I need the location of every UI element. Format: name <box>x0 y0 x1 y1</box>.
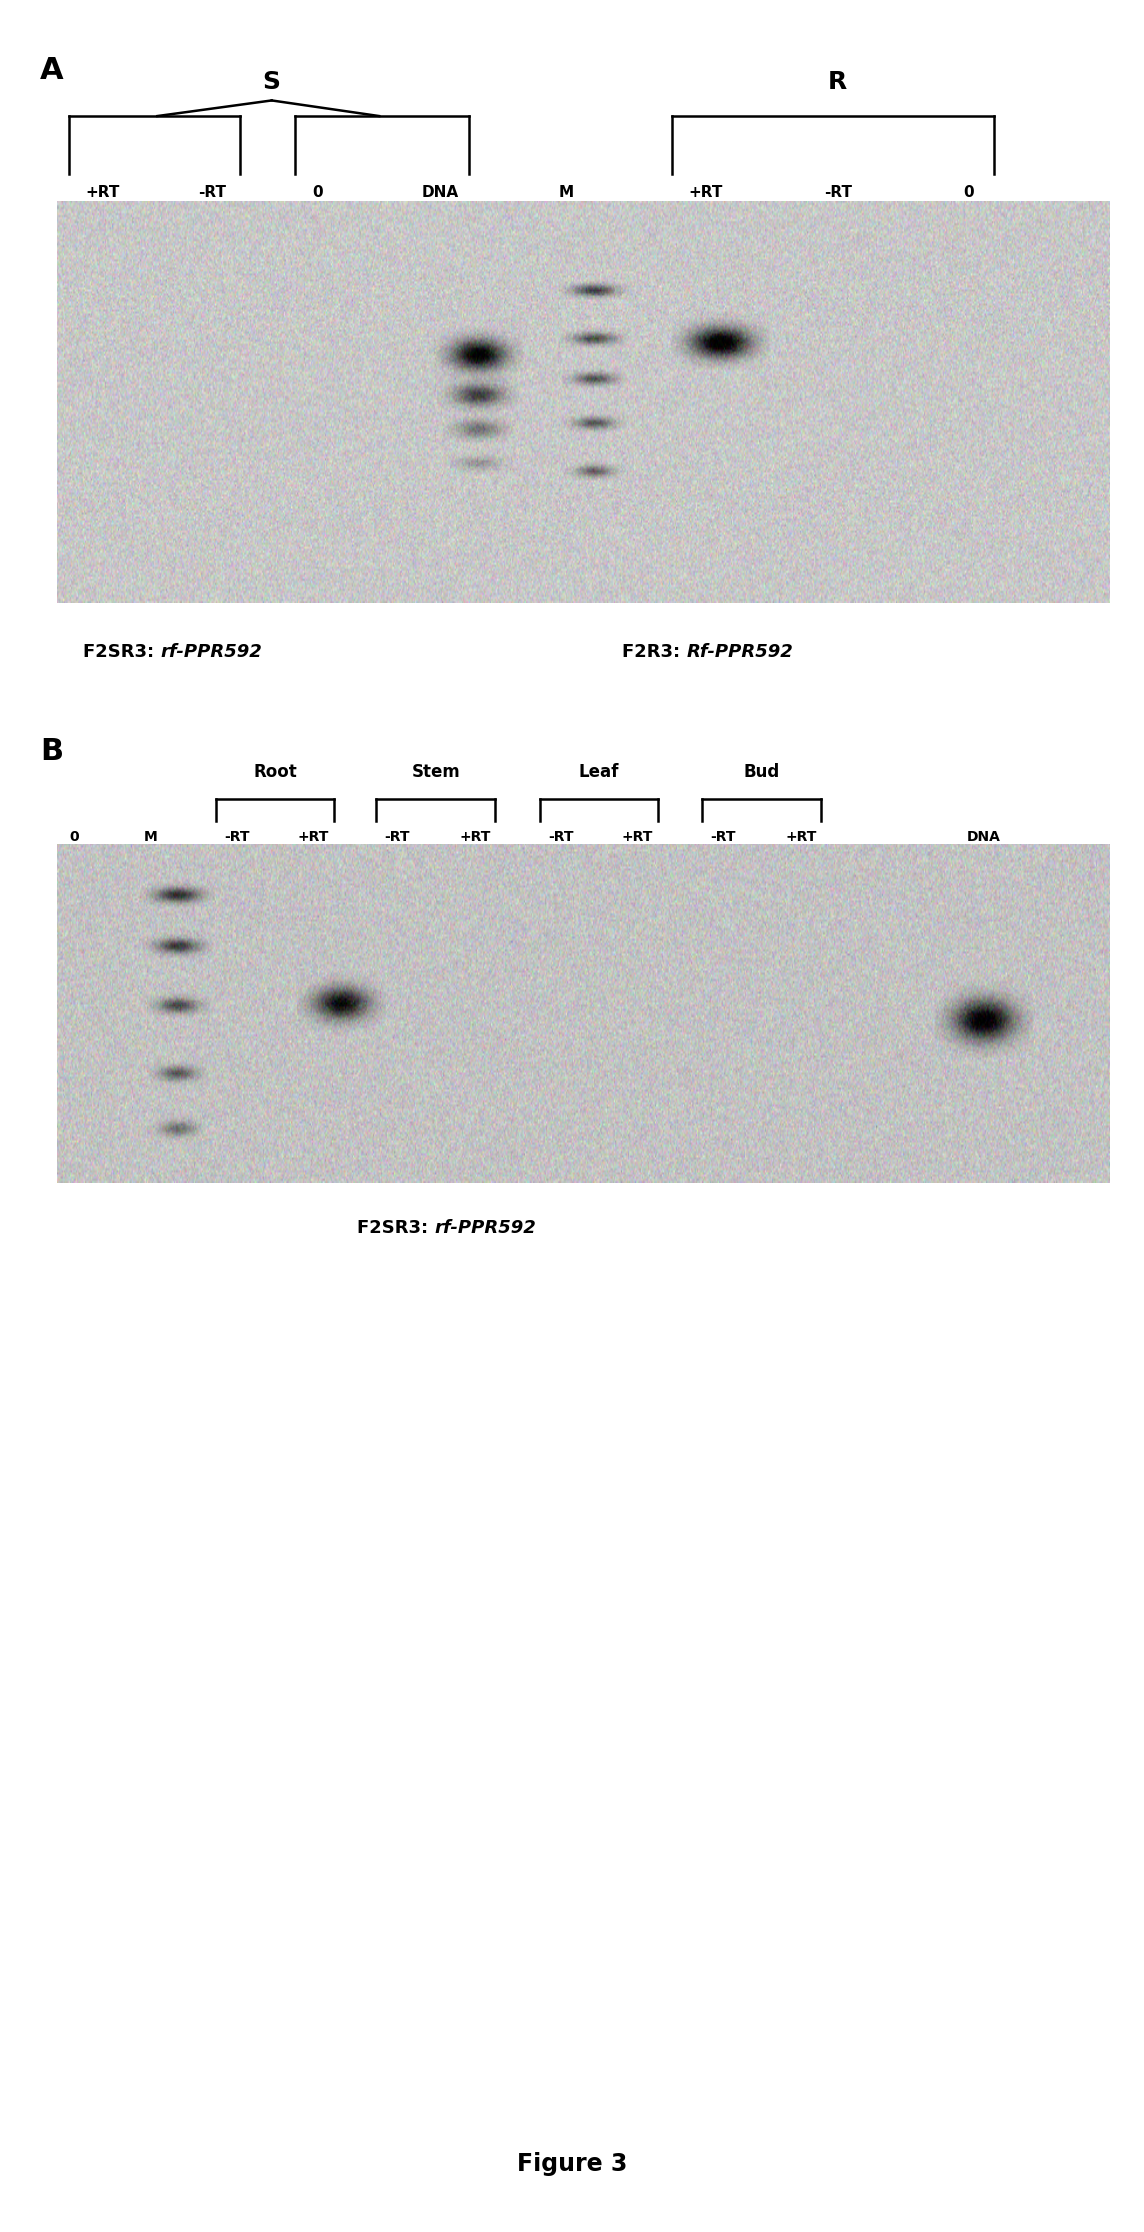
Text: B: B <box>40 737 63 766</box>
Text: DNA: DNA <box>967 830 1001 844</box>
Text: 0: 0 <box>312 185 324 201</box>
Text: +RT: +RT <box>459 830 491 844</box>
Text: M: M <box>144 830 158 844</box>
Text: -RT: -RT <box>548 830 573 844</box>
Text: R: R <box>828 69 847 94</box>
Text: +RT: +RT <box>86 185 120 201</box>
Text: Leaf: Leaf <box>579 763 619 781</box>
Text: -RT: -RT <box>224 830 249 844</box>
Text: -RT: -RT <box>825 185 852 201</box>
Text: +RT: +RT <box>689 185 723 201</box>
Text: DNA: DNA <box>422 185 459 201</box>
Text: rf-PPR592: rf-PPR592 <box>435 1219 537 1237</box>
Text: S: S <box>263 69 280 94</box>
Text: Bud: Bud <box>744 763 780 781</box>
Text: Stem: Stem <box>412 763 460 781</box>
Text: F2R3:: F2R3: <box>622 643 686 661</box>
Text: +RT: +RT <box>621 830 653 844</box>
Text: +RT: +RT <box>785 830 817 844</box>
Text: Root: Root <box>253 763 297 781</box>
Text: -RT: -RT <box>384 830 410 844</box>
Text: -RT: -RT <box>710 830 736 844</box>
Text: +RT: +RT <box>297 830 329 844</box>
Text: F2SR3:: F2SR3: <box>357 1219 435 1237</box>
Text: rf-PPR592: rf-PPR592 <box>160 643 262 661</box>
Text: F2SR3:: F2SR3: <box>82 643 160 661</box>
Text: M: M <box>558 185 574 201</box>
Text: Rf-PPR592: Rf-PPR592 <box>686 643 793 661</box>
Text: A: A <box>40 56 64 85</box>
Text: 0: 0 <box>963 185 975 201</box>
Text: -RT: -RT <box>198 185 225 201</box>
Text: Figure 3: Figure 3 <box>517 2152 627 2176</box>
Text: 0: 0 <box>70 830 79 844</box>
